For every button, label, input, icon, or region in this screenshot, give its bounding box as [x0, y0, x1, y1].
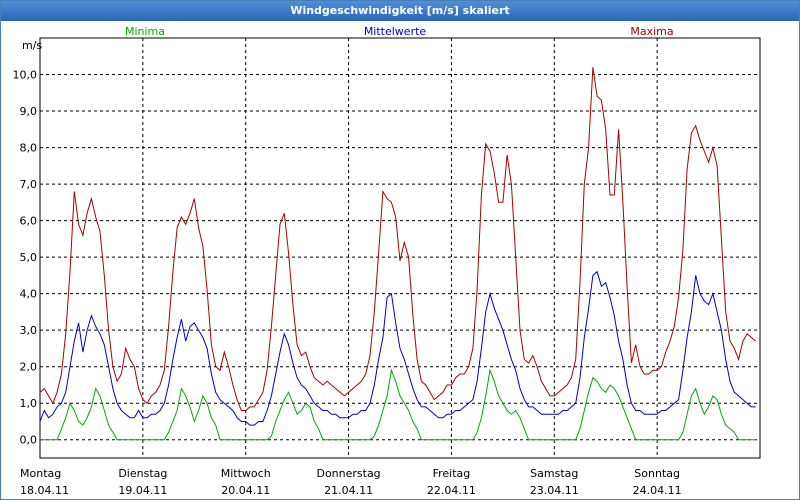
y-axis: 0,0 1,0 2,0 3,0 4,0 5,0 6,0 7,0 8,0 9,0 10,0: [13, 69, 38, 447]
date-label: 19.04.11: [118, 484, 167, 497]
date-label: 21.04.11: [324, 484, 373, 497]
y-tick-label: 1,0: [20, 397, 38, 410]
date-label: 24.04.11: [633, 484, 682, 497]
y-tick-label: 5,0: [20, 251, 38, 264]
day-name-label: Dienstag: [118, 467, 167, 480]
date-label: 23.04.11: [530, 484, 579, 497]
y-tick-label: 9,0: [20, 105, 38, 118]
legend-maxima: Maxima: [630, 25, 673, 38]
series-line-mittelwerte: [39, 270, 756, 426]
y-tick-label: 3,0: [20, 324, 38, 337]
legend: Minima Mittelwerte Maxima: [125, 25, 674, 38]
day-name-label: Freitag: [433, 467, 471, 480]
legend-mittelwerte: Mittelwerte: [364, 25, 427, 38]
y-tick-label: 8,0: [20, 142, 38, 155]
day-name-label: Samstag: [530, 467, 578, 480]
date-label: 18.04.11: [20, 484, 69, 497]
date-label: 22.04.11: [427, 484, 476, 497]
window-title: Windgeschwindigkeit [m/s] skaliert: [1, 1, 799, 21]
day-name-label: Mittwoch: [221, 467, 271, 480]
series-lines: [39, 67, 757, 441]
legend-minima: Minima: [125, 25, 165, 38]
y-tick-label: 7,0: [20, 178, 38, 191]
series-line-minima: [40, 368, 756, 441]
day-name-label: Montag: [20, 467, 61, 480]
x-axis: Montag 18.04.11 Dienstag 19.04.11 Mittwoch 20…: [20, 467, 682, 497]
y-tick-label: 2,0: [20, 361, 38, 374]
y-tick-label: 6,0: [20, 215, 38, 228]
day-name-label: Donnerstag: [316, 467, 380, 480]
date-label: 20.04.11: [221, 484, 270, 497]
y-tick-label: 10,0: [13, 69, 38, 82]
plot-area: [39, 37, 761, 459]
day-name-label: Sonntag: [634, 467, 680, 480]
series-line-maxima: [39, 67, 757, 411]
y-axis-label: m/s: [22, 39, 42, 52]
y-tick-label: 4,0: [20, 288, 38, 301]
y-tick-label: 0,0: [20, 434, 38, 447]
